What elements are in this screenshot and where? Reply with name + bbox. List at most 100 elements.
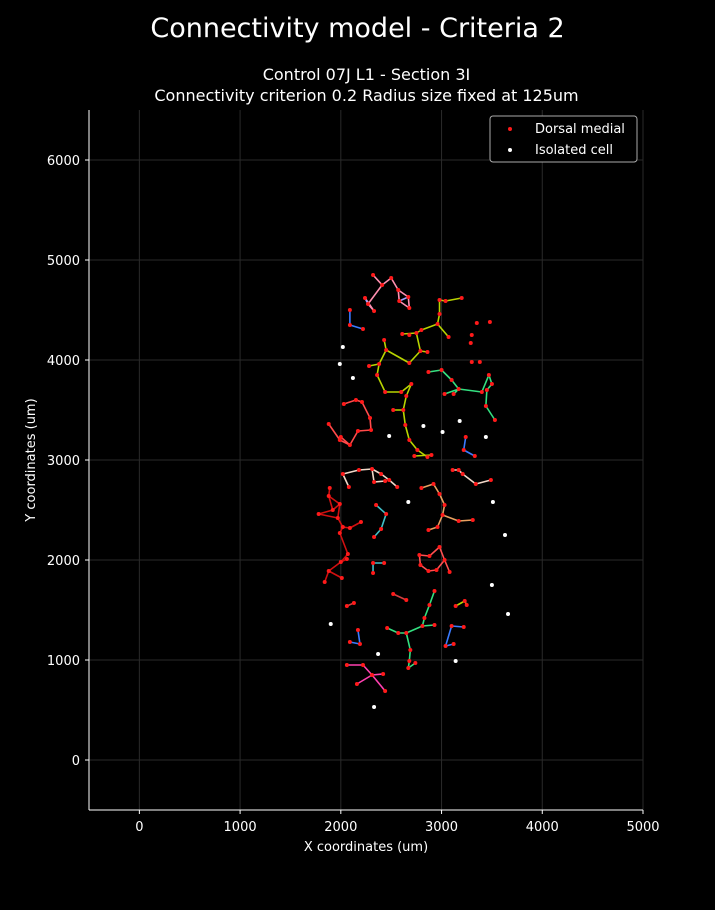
connection-edge (420, 323, 439, 331)
point-dorsal-medial (418, 563, 423, 567)
point-dorsal-medial (379, 472, 384, 476)
x-tick-label: 2000 (324, 820, 357, 835)
connection-edge (342, 473, 350, 488)
point-dorsal-medial (383, 479, 388, 483)
connection-edge (405, 625, 424, 634)
point-dorsal-medial (359, 400, 364, 404)
point-dorsal-medial (407, 659, 412, 663)
point-dorsal-medial (461, 625, 466, 629)
point-dorsal-medial (377, 362, 382, 366)
point-dorsal-medial (358, 520, 363, 524)
point-dorsal-medial (470, 518, 475, 522)
point-dorsal-medial (380, 283, 385, 287)
point-dorsal-medial (426, 370, 431, 374)
point-dorsal-medial (337, 531, 342, 535)
point-dorsal-medial (477, 360, 482, 364)
point-dorsal-medial (389, 276, 394, 280)
connection-edge (386, 627, 400, 634)
point-dorsal-medial (407, 306, 412, 310)
point-dorsal-medial (432, 589, 437, 593)
y-tick-label: 6000 (47, 154, 80, 169)
point-dorsal-medial (395, 485, 400, 489)
point-dorsal-medial (401, 408, 406, 412)
point-dorsal-medial (449, 378, 454, 382)
y-tick-label: 0 (72, 754, 80, 769)
connection-edge (428, 546, 441, 557)
point-dorsal-medial (360, 327, 365, 331)
point-dorsal-medial (407, 333, 412, 337)
point-dorsal-medial (479, 390, 484, 394)
point-dorsal-medial (412, 454, 417, 458)
point-dorsal-medial (427, 603, 432, 607)
point-isolated-cell (376, 652, 381, 656)
connection-edge (457, 519, 474, 522)
x-tick-label: 1000 (224, 820, 257, 835)
connection-edge (336, 503, 341, 519)
point-isolated-cell (503, 533, 508, 537)
point-dorsal-medial (360, 663, 365, 667)
connection-edge (369, 417, 372, 431)
point-dorsal-medial (355, 429, 360, 433)
connection-edge (376, 374, 386, 393)
point-dorsal-medial (353, 398, 358, 402)
point-dorsal-medial (335, 516, 340, 520)
point-dorsal-medial (327, 486, 332, 490)
point-dorsal-medial (456, 468, 461, 472)
point-dorsal-medial (453, 604, 458, 608)
point-isolated-cell (440, 430, 445, 434)
point-dorsal-medial (469, 333, 474, 337)
point-dorsal-medial (419, 328, 424, 332)
connection-edge (385, 349, 411, 364)
point-dorsal-medial (345, 552, 350, 556)
point-dorsal-medial (456, 387, 461, 391)
point-dorsal-medial (382, 338, 387, 342)
connection-edge (443, 559, 451, 573)
point-dorsal-medial (437, 312, 442, 316)
connection-edge (481, 374, 490, 393)
connection-edge (438, 493, 446, 506)
point-dorsal-medial (371, 273, 376, 277)
connection-edge (413, 454, 433, 457)
point-dorsal-medial (344, 557, 349, 561)
x-tick-label: 0 (135, 820, 143, 835)
point-dorsal-medial (434, 568, 439, 572)
point-dorsal-medial (429, 453, 434, 457)
point-dorsal-medial (419, 486, 424, 490)
connection-edge (349, 324, 364, 330)
suptitle: Connectivity model - Criteria 2 (150, 13, 565, 44)
point-dorsal-medial (316, 512, 321, 516)
connection-edge (367, 284, 383, 305)
point-dorsal-medial (451, 392, 456, 396)
connection-edge (327, 570, 343, 579)
point-dorsal-medial (384, 348, 389, 352)
connection-edge (327, 561, 342, 572)
connection-edge (343, 399, 357, 405)
x-tick-label: 3000 (425, 820, 458, 835)
point-dorsal-medial (413, 661, 418, 665)
connection-edge (398, 300, 411, 309)
connection-edge (362, 664, 373, 676)
point-dorsal-medial (489, 382, 494, 386)
grid (89, 110, 644, 810)
connection-edge (402, 395, 408, 411)
connection-edge (485, 389, 488, 407)
point-isolated-cell (457, 419, 462, 423)
connection-edge (421, 624, 436, 627)
point-dorsal-medial (337, 502, 342, 506)
point-dorsal-medial (426, 528, 431, 532)
point-dorsal-medial (399, 390, 404, 394)
point-dorsal-medial (440, 513, 445, 517)
point-dorsal-medial (484, 388, 489, 392)
point-isolated-cell (387, 434, 392, 438)
connection-edge (378, 349, 387, 365)
point-dorsal-medial (397, 299, 402, 303)
point-dorsal-medial (383, 689, 388, 693)
point-dorsal-medial (442, 503, 447, 507)
connection-edge (317, 513, 339, 519)
point-dorsal-medial (437, 492, 442, 496)
connection-edge (405, 632, 412, 651)
point-dorsal-medial (407, 438, 412, 442)
connection-edge (390, 277, 400, 291)
point-dorsal-medial (381, 672, 386, 676)
